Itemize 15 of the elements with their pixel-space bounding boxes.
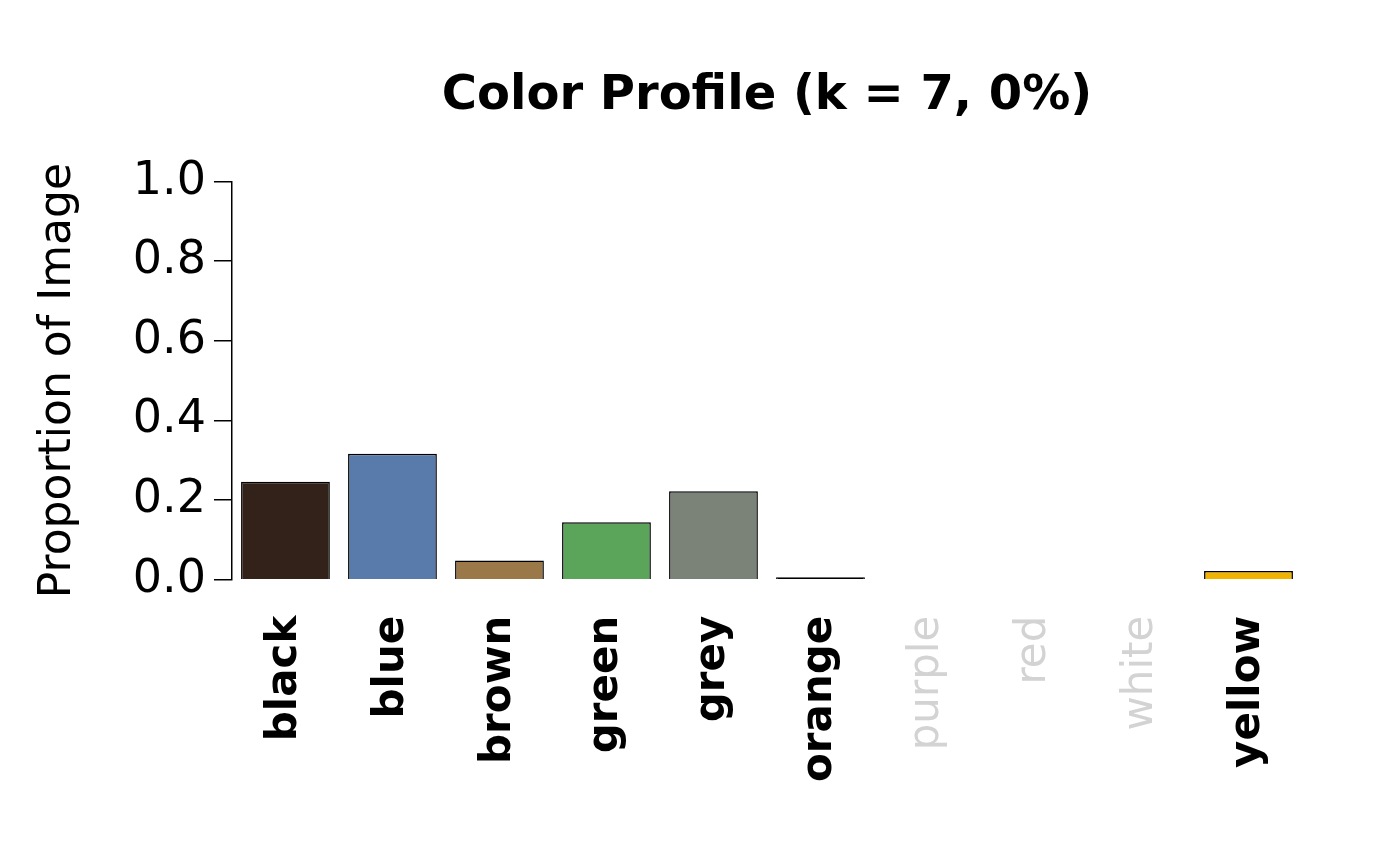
y-tick-label: 0.6 xyxy=(132,309,206,364)
x-tick-label: green xyxy=(578,615,628,754)
y-tick-label: 0.8 xyxy=(132,230,206,285)
y-axis-title: Proportion of Image xyxy=(28,163,80,599)
x-tick-label: blue xyxy=(364,615,414,719)
y-tick-label: 1.0 xyxy=(132,150,206,205)
x-tick-label: grey xyxy=(685,615,735,723)
x-tick-label: yellow xyxy=(1220,615,1270,768)
y-tick-label: 0.4 xyxy=(132,389,206,444)
x-tick-label: orange xyxy=(792,615,842,782)
x-tick-label: black xyxy=(257,614,307,742)
chart-title: Color Profile (k = 7, 0%) xyxy=(441,64,1093,121)
y-tick-label: 0.0 xyxy=(132,548,206,603)
x-tick-label: brown xyxy=(471,615,521,764)
y-tick-label: 0.2 xyxy=(132,468,206,523)
